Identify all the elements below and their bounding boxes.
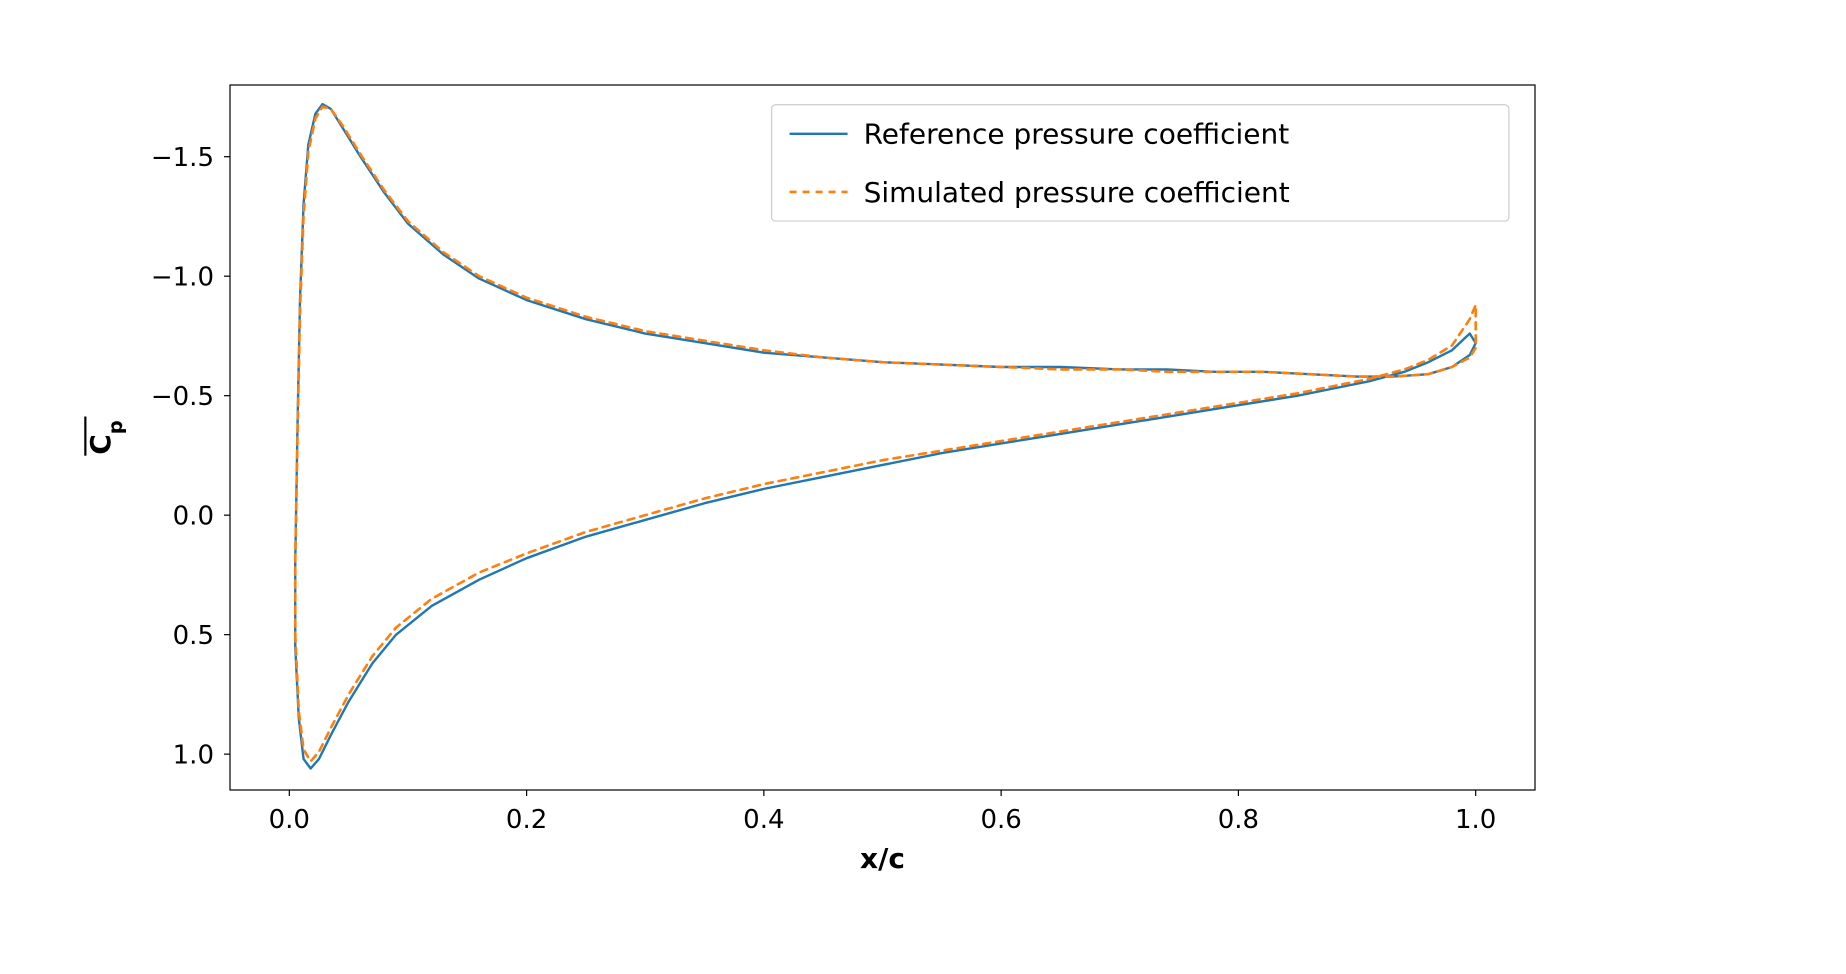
xtick-label: 0.2	[506, 805, 547, 835]
x-axis-label: x/c	[860, 842, 905, 875]
xtick-label: 0.4	[743, 805, 784, 835]
ytick-label: −1.0	[151, 262, 214, 292]
xtick-label: 0.0	[269, 805, 310, 835]
xtick-label: 1.0	[1455, 805, 1496, 835]
ytick-label: 1.0	[173, 740, 214, 770]
ytick-label: −1.5	[151, 143, 214, 173]
ytick-label: −0.5	[151, 382, 214, 412]
xtick-label: 0.8	[1218, 805, 1259, 835]
xtick-label: 0.6	[980, 805, 1021, 835]
cp-chart: 0.0 0.2 0.4 0.6 0.8 1.0 −1.5 −1.0 −0.5 0.0 0.5 1.0 x…	[0, 0, 1846, 974]
chart-svg: 0.0 0.2 0.4 0.6 0.8 1.0 −1.5 −1.0 −0.5 0.0 0.5 1.0 x…	[0, 0, 1846, 974]
legend-label: Simulated pressure coefficient	[864, 176, 1290, 209]
legend: Reference pressure coefficient Simulated …	[772, 105, 1509, 221]
legend-label: Reference pressure coefficient	[864, 118, 1290, 151]
ytick-label: 0.0	[173, 501, 214, 531]
ytick-label: 0.5	[173, 621, 214, 651]
